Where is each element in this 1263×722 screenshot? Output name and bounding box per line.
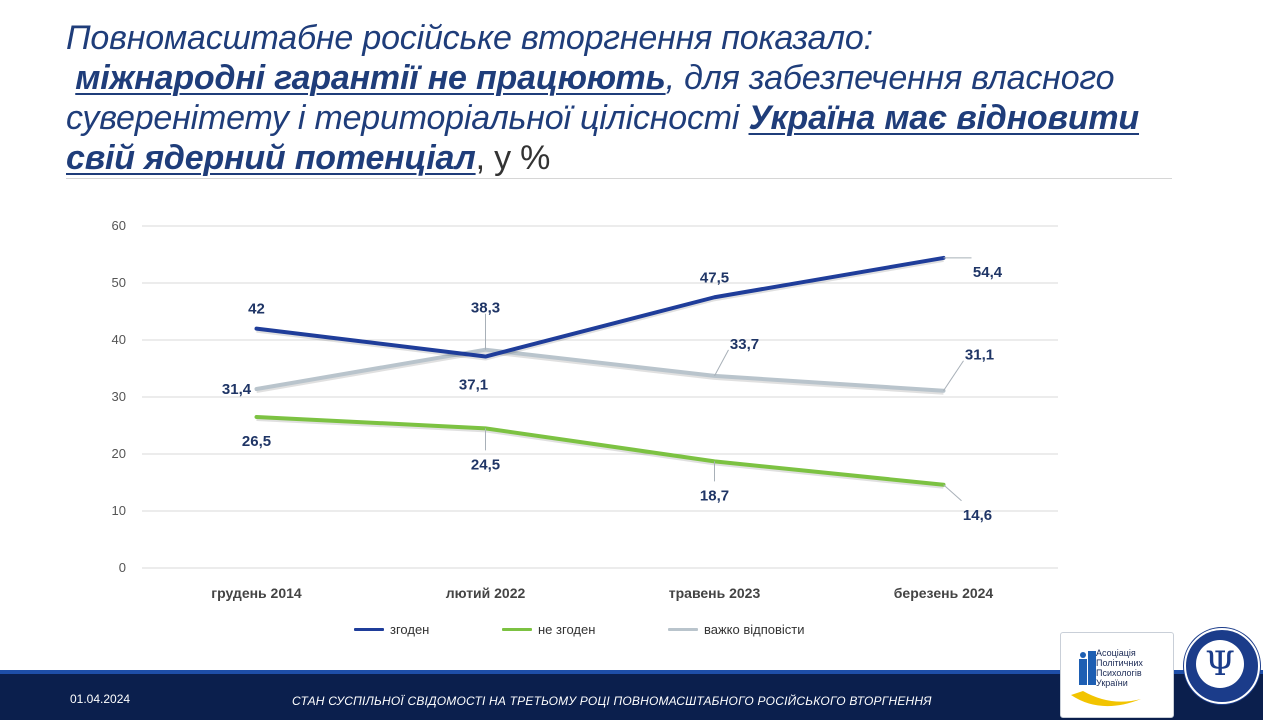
title-unit: , у % bbox=[475, 139, 551, 177]
logo-line-4: України bbox=[1096, 678, 1128, 688]
line-chart: 0 10 20 30 40 50 60 грудень 2014 лютий 2022 траве… bbox=[112, 218, 1058, 601]
series-line-важко відповісти bbox=[254, 347, 946, 393]
y-tick-label: 0 bbox=[119, 560, 126, 575]
x-tick-label: лютий 2022 bbox=[446, 585, 526, 601]
institute-seal-icon: Ψ bbox=[1184, 628, 1260, 704]
y-tick-label: 60 bbox=[112, 218, 126, 233]
data-label: 33,7 bbox=[730, 336, 759, 353]
y-tick-label: 30 bbox=[112, 389, 126, 404]
x-tick-label: травень 2023 bbox=[669, 585, 761, 601]
data-label: 38,3 bbox=[471, 300, 500, 317]
title-middle: , для забезпечення власного суверенітету… bbox=[66, 59, 1115, 137]
y-tick-label: 50 bbox=[112, 275, 126, 290]
title-highlight-guarantees: міжнародні гарантії не працюють bbox=[75, 59, 666, 97]
data-label: 26,5 bbox=[242, 433, 271, 450]
legend-item: згоден bbox=[354, 622, 429, 637]
legend-item: важко відповісти bbox=[668, 622, 805, 637]
series-line-не згоден bbox=[254, 414, 946, 487]
footer-date: 01.04.2024 bbox=[70, 692, 131, 706]
logo-line-3: Психологів bbox=[1096, 668, 1142, 678]
leader-line bbox=[943, 484, 962, 502]
data-label: 31,1 bbox=[965, 347, 994, 364]
data-label: 37,1 bbox=[459, 377, 488, 394]
legend-label: не згоден bbox=[538, 622, 596, 637]
slide-title: Повномасштабне російське вторгнення пока… bbox=[66, 18, 1186, 178]
legend-label: згоден bbox=[390, 622, 430, 637]
x-tick-label: березень 2024 bbox=[894, 585, 994, 601]
y-tick-label: 10 bbox=[112, 503, 126, 518]
series-line-згоден bbox=[254, 255, 946, 359]
association-logo bbox=[1060, 632, 1174, 718]
data-label: 24,5 bbox=[471, 456, 500, 473]
title-highlight-nuclear: Україна має відновити свій ядерний потен… bbox=[66, 99, 1140, 177]
footer-bar bbox=[0, 670, 1263, 720]
logo-graphic-icon bbox=[1071, 651, 1141, 707]
data-label: 54,4 bbox=[973, 264, 1003, 281]
psi-symbol-icon: Ψ bbox=[1196, 640, 1244, 688]
logo-line-2: Політичних bbox=[1096, 658, 1143, 668]
title-intro: Повномасштабне російське вторгнення пока… bbox=[66, 19, 873, 57]
data-label: 18,7 bbox=[700, 487, 729, 504]
legend-swatch bbox=[354, 628, 384, 631]
data-label: 47,5 bbox=[700, 269, 729, 286]
leader-line bbox=[943, 360, 964, 392]
footer-caption: СТАН СУСПІЛЬНОЇ СВІДОМОСТІ НА ТРЕТЬОМУ Р… bbox=[292, 694, 932, 708]
x-tick-label: грудень 2014 bbox=[211, 585, 302, 601]
legend-item: не згоден bbox=[502, 622, 595, 637]
data-label: 31,4 bbox=[222, 381, 252, 398]
leader-line bbox=[714, 349, 729, 377]
series-shadow-1 bbox=[256, 416, 944, 489]
legend-label: важко відповісти bbox=[704, 622, 805, 637]
legend-swatch bbox=[668, 628, 698, 631]
logo-line-1: Асоціація bbox=[1096, 648, 1136, 658]
data-label: 42 bbox=[248, 301, 265, 318]
data-label: 14,6 bbox=[963, 507, 992, 524]
y-tick-label: 20 bbox=[112, 446, 126, 461]
legend-swatch bbox=[502, 628, 532, 631]
logo-text: Асоціація Політичних Психологів України bbox=[1096, 648, 1143, 688]
title-divider bbox=[66, 178, 1172, 179]
y-tick-label: 40 bbox=[112, 332, 126, 347]
